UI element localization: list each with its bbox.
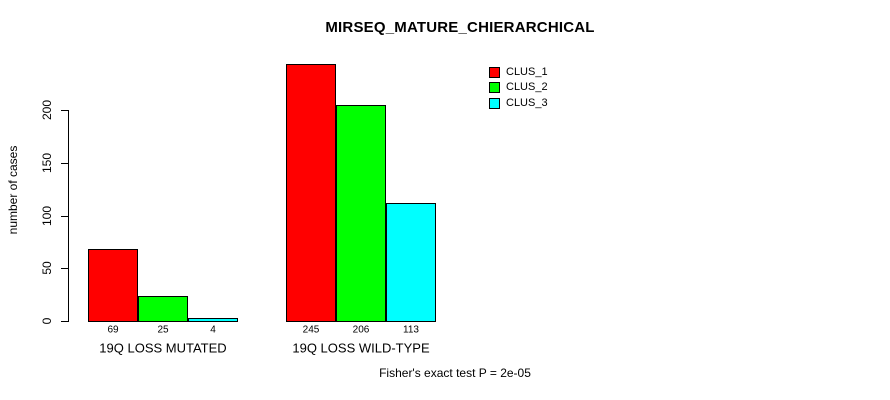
bar-clus-3-19q-loss-mutated bbox=[188, 318, 238, 322]
bar-clus-2-19q-loss-wild-type bbox=[336, 105, 386, 322]
y-tick-label: 50 bbox=[40, 261, 54, 276]
y-tick bbox=[61, 110, 68, 111]
y-tick-label: 0 bbox=[40, 317, 54, 325]
bar-value-label: 113 bbox=[403, 324, 419, 336]
bar-clus-1-19q-loss-mutated bbox=[88, 249, 138, 322]
y-tick-label: 100 bbox=[40, 205, 54, 226]
legend-item-clus-1: CLUS_1 bbox=[489, 66, 548, 78]
y-tick-label: 200 bbox=[40, 100, 54, 121]
y-tick bbox=[61, 163, 68, 164]
y-tick-label: 150 bbox=[40, 153, 54, 174]
bar-value-label: 4 bbox=[210, 324, 216, 336]
bar-value-label: 25 bbox=[157, 324, 169, 336]
y-axis-line bbox=[68, 110, 69, 322]
bar-clus-1-19q-loss-wild-type bbox=[286, 64, 336, 322]
y-tick bbox=[61, 216, 68, 217]
legend-item-clus-3: CLUS_3 bbox=[489, 97, 548, 109]
annotation-text: Fisher's exact test P = 2e-05 bbox=[379, 366, 531, 380]
y-tick bbox=[61, 321, 68, 322]
y-axis-title: number of cases bbox=[6, 145, 20, 235]
legend-swatch-clus-3 bbox=[489, 97, 500, 109]
legend-label: CLUS_2 bbox=[506, 81, 548, 93]
legend-swatch-clus-1 bbox=[489, 66, 500, 78]
bar-value-label: 69 bbox=[107, 324, 119, 336]
legend-swatch-clus-2 bbox=[489, 82, 500, 93]
bar-clus-3-19q-loss-wild-type bbox=[386, 203, 436, 322]
x-category-label: 19Q LOSS MUTATED bbox=[99, 340, 227, 356]
x-category-label: 19Q LOSS WILD-TYPE bbox=[292, 340, 430, 356]
y-tick bbox=[61, 268, 68, 269]
bar-value-label: 245 bbox=[302, 324, 320, 336]
legend-item-clus-2: CLUS_2 bbox=[489, 82, 548, 94]
chart-title: MIRSEQ_MATURE_CHIERARCHICAL bbox=[325, 19, 595, 36]
bar-clus-2-19q-loss-mutated bbox=[138, 296, 188, 322]
legend-label: CLUS_3 bbox=[506, 96, 548, 109]
legend-label: CLUS_1 bbox=[506, 65, 548, 78]
bar-value-label: 206 bbox=[352, 324, 370, 336]
